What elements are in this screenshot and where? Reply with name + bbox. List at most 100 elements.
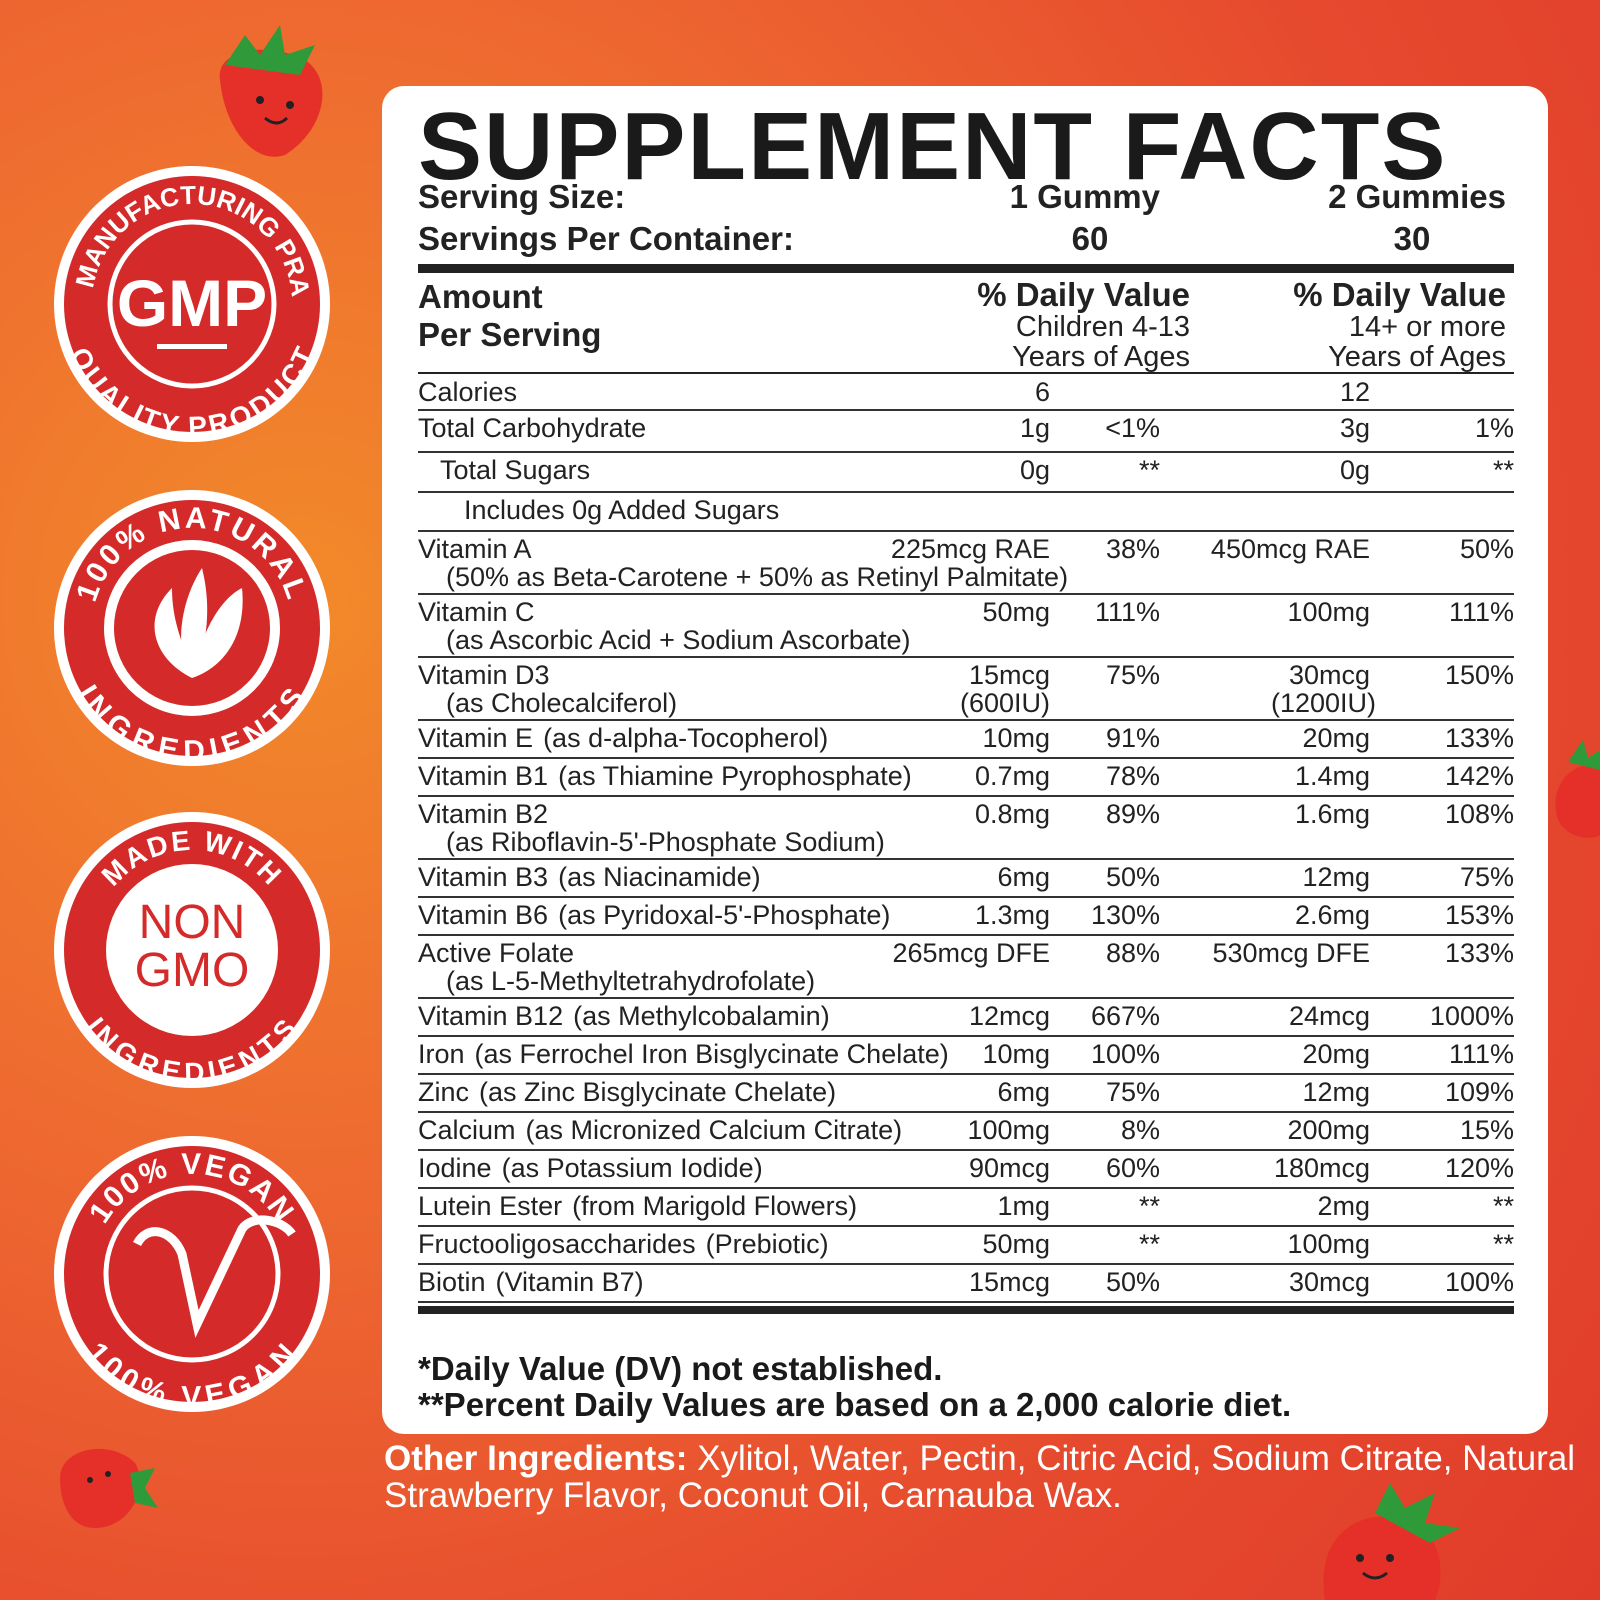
dv-children: 667% (1090, 1001, 1160, 1031)
table-row: Calories 6 12 (418, 375, 1514, 411)
supplement-facts-panel (382, 86, 1548, 1434)
natural-ingredients-badge: 100% NATURAL INGREDIENTS (54, 490, 330, 768)
nutrient-name: Calcium (as Micronized Calcium Citrate) (418, 1115, 902, 1146)
dv-adults: 100% (1444, 1267, 1514, 1297)
dv-children: 111% (1094, 597, 1160, 627)
vegan-v-icon (132, 1215, 296, 1338)
strawberry-icon (1555, 740, 1600, 838)
nutrient-source: (as L-5-Methyltetrahydrofolate) (446, 966, 816, 996)
nutrient-source: (from Marigold Flowers) (572, 1191, 858, 1221)
amount-adults: 3g (1339, 413, 1370, 443)
amount-adults: 2mg (1317, 1191, 1370, 1221)
amount-adults: 30mcg (1288, 1267, 1370, 1297)
per-serving-header: Per Serving (418, 316, 602, 353)
amount-children: 100mg (967, 1115, 1050, 1145)
table-row: Vitamin D3 (as Cholecalciferol) 15mcg (600I… (418, 658, 1514, 721)
dv-adults: 15% (1459, 1115, 1514, 1145)
non-gmo-badge: MADE WITH INGREDIENTS NON GMO (54, 812, 330, 1088)
amount-adults: 450mcg RAE (1210, 534, 1370, 564)
dv-adults: 133% (1444, 938, 1514, 968)
dv-children: 75% (1105, 660, 1160, 690)
nutrient-label: Iron (418, 1039, 465, 1069)
nutrient-source: (as Zinc Bisglycinate Chelate) (479, 1077, 837, 1107)
table-row: Biotin (Vitamin B7) 15mcg 50% 30mcg 100% (418, 1265, 1514, 1303)
divider (418, 372, 1514, 374)
amount-adults: 180mcg (1273, 1153, 1370, 1183)
amount-children: 1g (1019, 413, 1050, 443)
amount-children: 10mg (982, 723, 1050, 753)
nutrient-name: Active Folate (418, 938, 574, 969)
table-row: Vitamin B12 (as Methylcobalamin) 12mcg 667%… (418, 999, 1514, 1037)
amount-children: 15mcg (968, 660, 1050, 690)
nutrient-name: Vitamin B2 (418, 799, 548, 830)
amount-children: 0.8mg (974, 799, 1050, 829)
amount-adults: 24mcg (1288, 1001, 1370, 1031)
amount-children: 50mg (982, 1229, 1050, 1259)
dv-children: ** (1138, 455, 1160, 485)
dv-adults: ** (1492, 1191, 1514, 1221)
nutrient-source: (as Micronized Calcium Citrate) (525, 1115, 903, 1145)
nutrient-label: Calories (418, 377, 518, 407)
amount-adults: 1.4mg (1294, 761, 1370, 791)
dv-adults: 150% (1444, 660, 1514, 690)
years-label: Years of Ages (1012, 341, 1190, 373)
dv-children: 88% (1105, 938, 1160, 968)
dv-adults-header: % Daily Value 14+ or more Years of Ages (1293, 278, 1506, 373)
nutrient-label: Fructooligosaccharides (418, 1229, 696, 1259)
nutrient-name: Vitamin A (418, 534, 532, 565)
amount-children: 6mg (997, 862, 1050, 892)
years-label: Years of Ages (1328, 341, 1506, 373)
dv-adults: ** (1492, 455, 1514, 485)
amount-children: 90mcg (968, 1153, 1050, 1183)
dv-children: 91% (1105, 723, 1160, 753)
table-row: Iodine (as Potassium Iodide) 90mcg 60% 180mc… (418, 1151, 1514, 1189)
nutrient-source: (as Cholecalciferol) (446, 688, 678, 718)
other-ingredients-text: Xylitol, Water, Pectin, Citric Acid, Sod… (384, 1439, 1575, 1515)
nutrient-label: Includes 0g Added Sugars (464, 495, 780, 525)
dv-adults: 1000% (1429, 1001, 1514, 1031)
amount-children: 0.7mg (974, 761, 1050, 791)
dv-adults: 109% (1444, 1077, 1514, 1107)
amount-adults: 0g (1339, 455, 1370, 485)
nutrient-label: Vitamin A (418, 534, 532, 564)
amount-children: 6mg (997, 1077, 1050, 1107)
table-row: Lutein Ester (from Marigold Flowers) 1mg **… (418, 1189, 1514, 1227)
table-row: Active Folate (as L-5-Methyltetrahydrofol… (418, 936, 1514, 999)
amount-children: 50mg (982, 597, 1050, 627)
dv-children: 50% (1105, 1267, 1160, 1297)
nutrient-name: Vitamin B6 (as Pyridoxal-5'-Phosphate) (418, 900, 890, 931)
amount-children: 1.3mg (974, 900, 1050, 930)
page-title: SUPPLEMENT FACTS (418, 93, 1448, 200)
amount-adults: 20mg (1302, 1039, 1370, 1069)
dv-children-header: % Daily Value Children 4-13 Years of Age… (977, 278, 1190, 373)
table-row: Vitamin A (50% as Beta-Carotene + 50% as … (418, 532, 1514, 595)
nutrient-label: Vitamin E (418, 723, 534, 753)
nutrient-source: (as Thiamine Pyrophosphate) (558, 761, 912, 791)
other-ingredients: Other Ingredients: Xylitol, Water, Pecti… (384, 1440, 1584, 1514)
amount-children: 15mcg (968, 1267, 1050, 1297)
nutrient-label: Biotin (418, 1267, 486, 1297)
nutrient-name: Calories (418, 377, 517, 408)
nutrient-source: (Vitamin B7) (495, 1267, 644, 1297)
amount-adults: 12mg (1302, 1077, 1370, 1107)
nutrient-label: Active Folate (418, 938, 575, 968)
dv-children: 8% (1120, 1115, 1160, 1145)
table-row: Total Sugars 0g ** 0g ** (418, 453, 1514, 493)
gmo-text: GMO (135, 944, 250, 997)
amount-adults: 100mg (1287, 1229, 1370, 1259)
table-row: Vitamin B2 (as Riboflavin-5'-Phosphate So… (418, 797, 1514, 860)
amount-adults: 12mg (1302, 862, 1370, 892)
non-text: NON (139, 896, 246, 949)
table-row: Total Carbohydrate 1g <1% 3g 1% (418, 411, 1514, 453)
other-ingredients-label: Other Ingredients: (384, 1439, 688, 1478)
nutrient-name: Vitamin B3 (as Niacinamide) (418, 862, 761, 893)
nutrient-source: (as Potassium Iodide) (501, 1153, 763, 1183)
dv-adults: 120% (1444, 1153, 1514, 1183)
amount-children: 1mg (997, 1191, 1050, 1221)
servings-per-container-label: Servings Per Container: (418, 220, 794, 257)
table-row: Zinc (as Zinc Bisglycinate Chelate) 6mg 75%… (418, 1075, 1514, 1113)
table-row: Fructooligosaccharides (Prebiotic) 50mg ** 1… (418, 1227, 1514, 1265)
dv-adults: 111% (1448, 1039, 1514, 1069)
dv-adults: 111% (1448, 597, 1514, 627)
nutrient-source: (as Pyridoxal-5'-Phosphate) (558, 900, 891, 930)
